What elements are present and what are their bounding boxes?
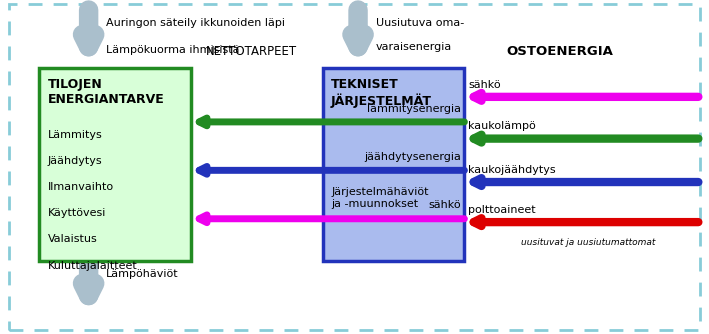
Text: Käyttövesi: Käyttövesi	[48, 208, 106, 218]
Text: Lämpökuorma ihmisistä: Lämpökuorma ihmisistä	[106, 45, 240, 55]
Text: sähkö: sähkö	[468, 79, 501, 90]
Text: sähkö: sähkö	[428, 200, 461, 210]
Text: Auringon säteily ikkunoiden läpi: Auringon säteily ikkunoiden läpi	[106, 18, 285, 28]
Text: uusituvat ja uusiutumattomat: uusituvat ja uusiutumattomat	[521, 238, 656, 246]
Text: TEKNISET
JÄRJESTELMÄT: TEKNISET JÄRJESTELMÄT	[331, 78, 432, 108]
Text: kaukojäähdytys: kaukojäähdytys	[468, 165, 556, 175]
FancyBboxPatch shape	[323, 68, 464, 261]
FancyBboxPatch shape	[39, 68, 191, 261]
Text: TILOJEN
ENERGIANTARVE: TILOJEN ENERGIANTARVE	[48, 78, 164, 107]
Text: OSTOENERGIA: OSTOENERGIA	[507, 45, 613, 58]
Text: Järjestelmähäviöt
ja -muunnokset: Järjestelmähäviöt ja -muunnokset	[331, 187, 429, 209]
Text: kaukolämpö: kaukolämpö	[468, 121, 536, 131]
Text: Jäähdytys: Jäähdytys	[48, 156, 102, 166]
Text: lämmitysenergia: lämmitysenergia	[367, 104, 461, 114]
Text: Ilmanvaihto: Ilmanvaihto	[48, 182, 113, 192]
Text: varaisenergia: varaisenergia	[376, 42, 452, 52]
Text: Valaistus: Valaistus	[48, 234, 97, 244]
Text: jäähdytysenergia: jäähdytysenergia	[364, 152, 461, 162]
Text: polttoaineet: polttoaineet	[468, 205, 535, 215]
Text: Lämpöhäviöt: Lämpöhäviöt	[106, 269, 179, 279]
Text: NETTOTARPEET: NETTOTARPEET	[206, 45, 297, 58]
Text: Uusiutuva oma-: Uusiutuva oma-	[376, 18, 464, 28]
Text: Kuluttajalaitteet: Kuluttajalaitteet	[48, 261, 138, 271]
Text: Lämmitys: Lämmitys	[48, 130, 102, 140]
